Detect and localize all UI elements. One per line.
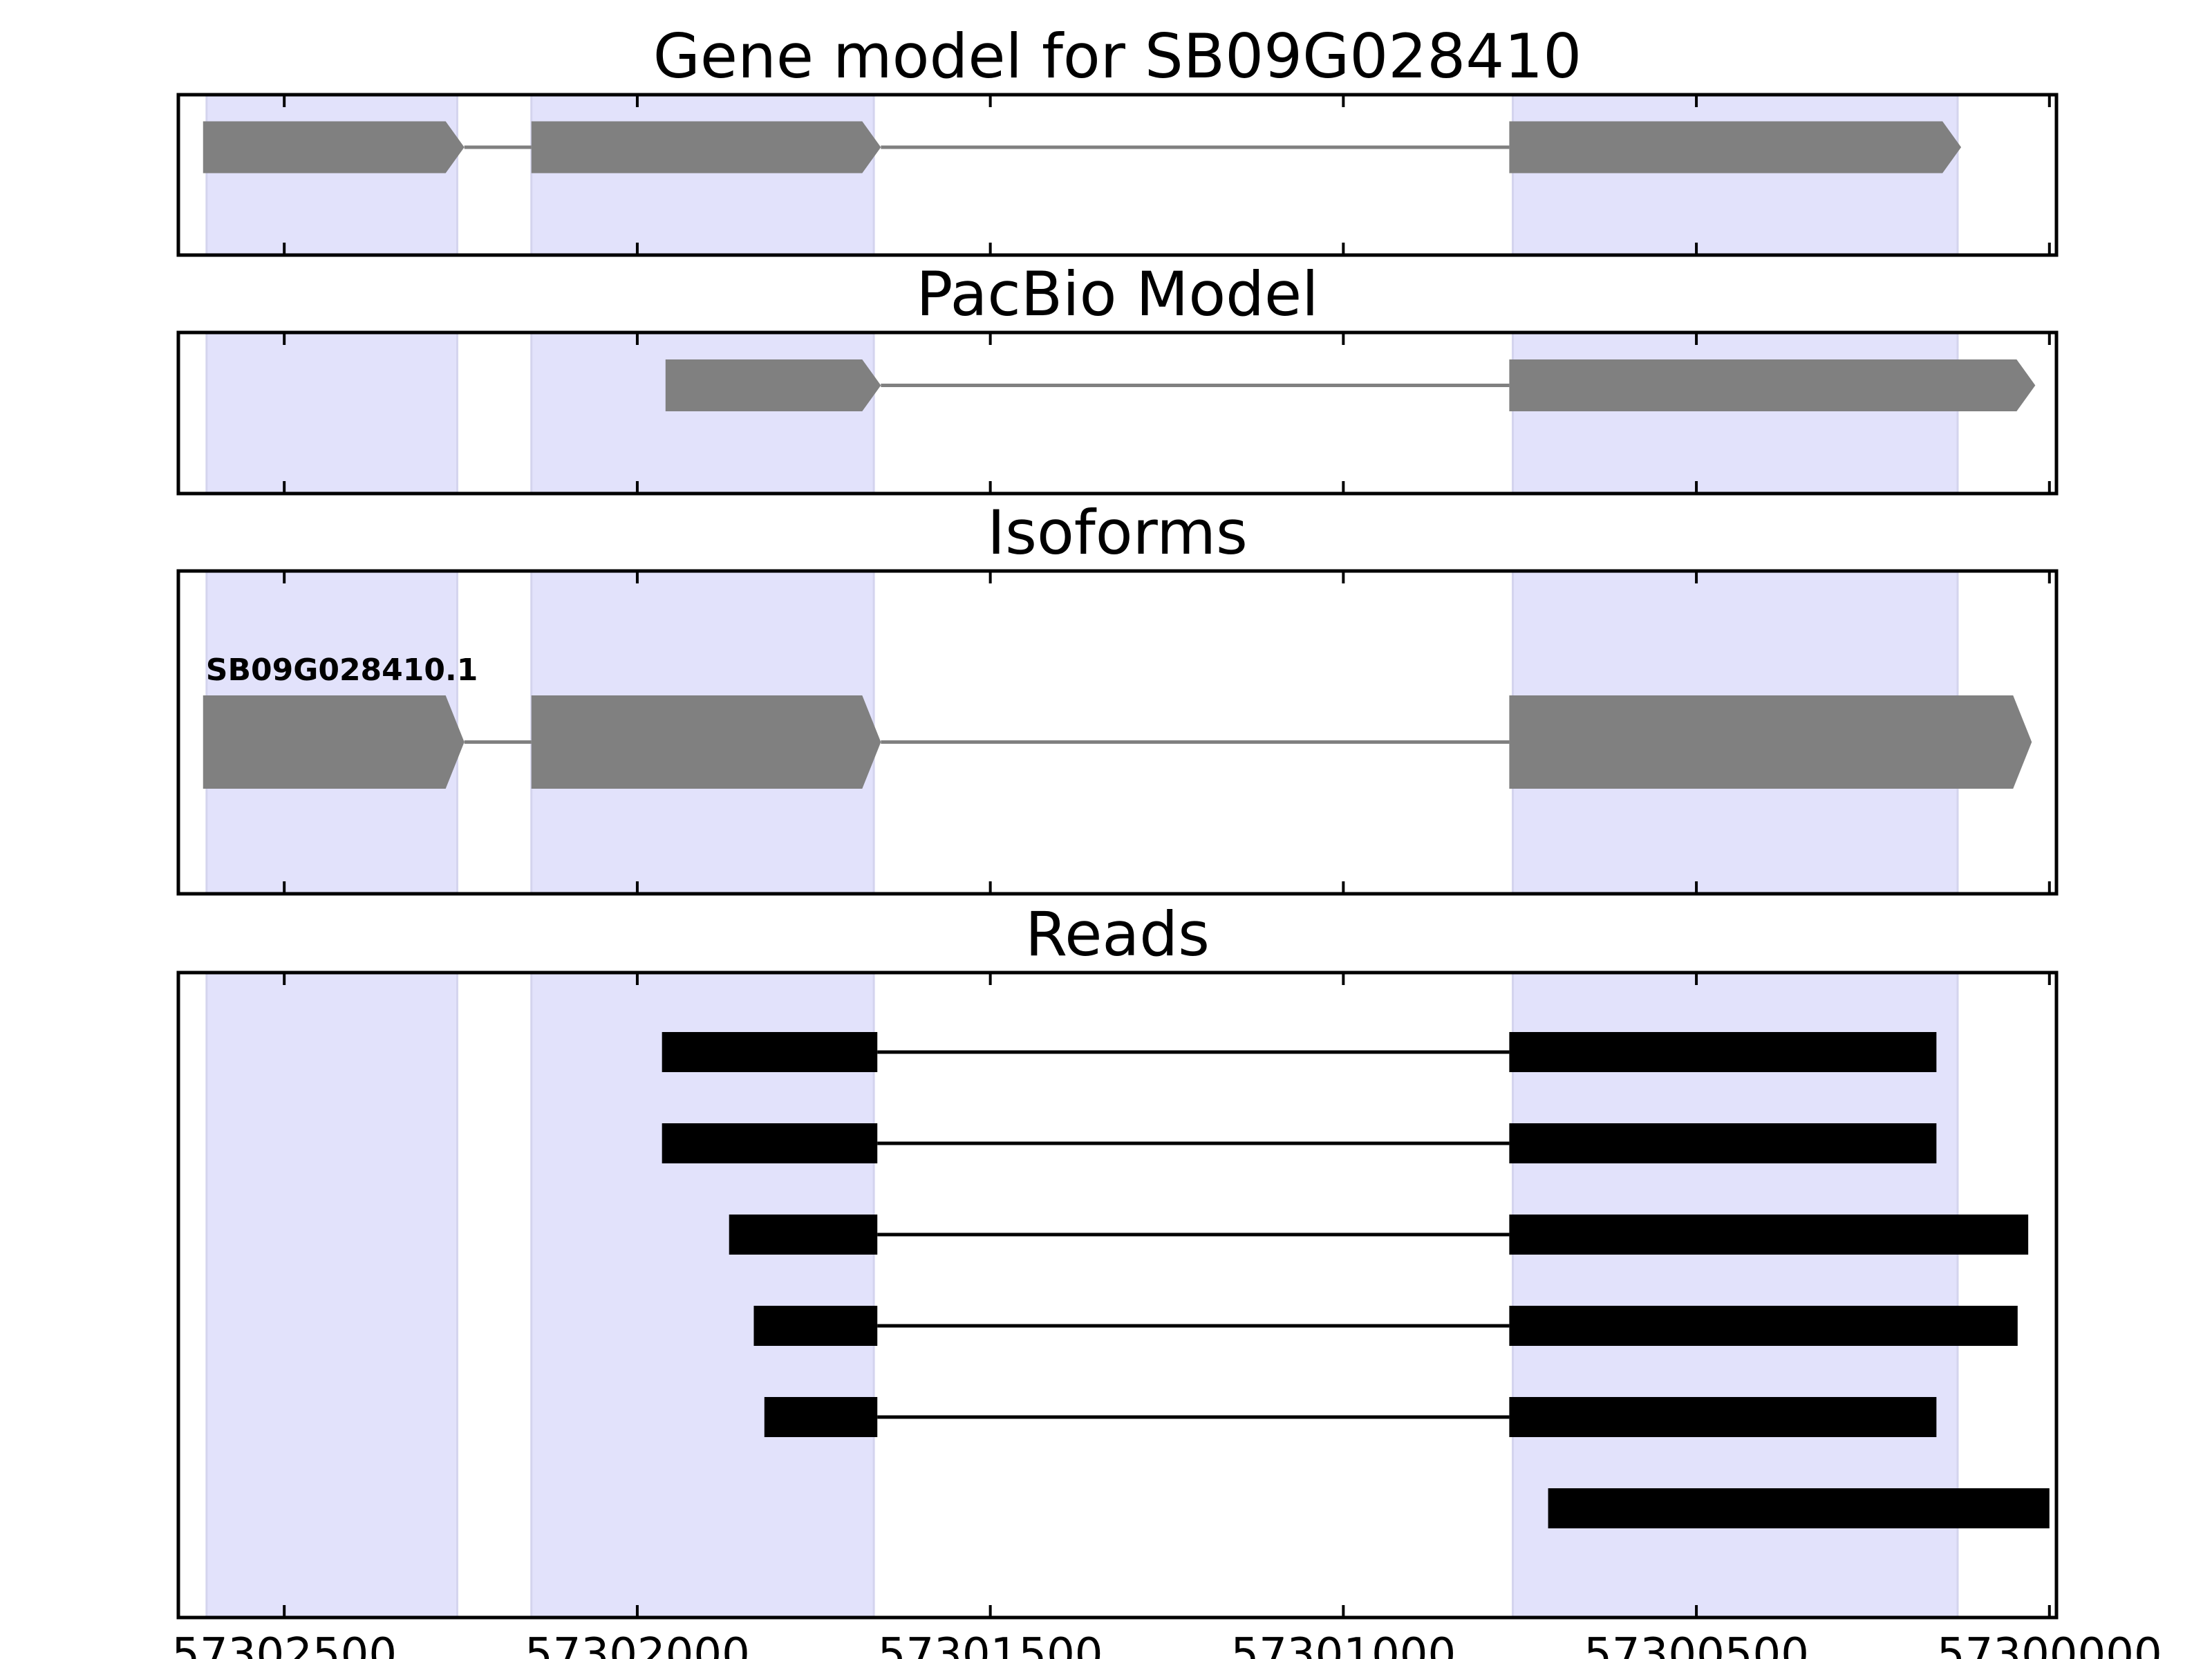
x-tick-label: 57300000 xyxy=(1937,1629,2162,1659)
panel-title: Reads xyxy=(1025,899,1210,970)
exon-region-highlight xyxy=(530,971,875,1619)
read-block xyxy=(1509,1123,1937,1163)
exon-block xyxy=(531,121,881,174)
exon-block xyxy=(203,695,465,789)
read-block xyxy=(1509,1306,2018,1346)
x-tick-label: 57301000 xyxy=(1230,1629,1456,1659)
panel-frame xyxy=(176,569,2059,896)
read-block xyxy=(764,1397,878,1437)
x-tick-label: 57302500 xyxy=(171,1629,397,1659)
exon-block xyxy=(1509,359,2036,411)
x-tick-label: 57300500 xyxy=(1584,1629,1809,1659)
panel-frame xyxy=(176,330,2059,496)
read-block xyxy=(1509,1032,1937,1072)
exon-block xyxy=(1509,695,2032,789)
x-tick-label: 57302000 xyxy=(525,1629,750,1659)
panel-frame xyxy=(176,93,2059,257)
read-block xyxy=(1509,1215,2029,1255)
exon-region-highlight xyxy=(1512,331,1959,495)
exon-block xyxy=(203,121,465,174)
panel-3: Isoforms SB09G028410.1 xyxy=(176,497,2059,896)
panel-1: Gene model for SB09G028410 xyxy=(176,21,2059,257)
exon-block xyxy=(531,695,881,789)
exon-block xyxy=(1509,121,1962,174)
read-block xyxy=(729,1215,878,1255)
panel-4: Reads xyxy=(176,899,2059,1620)
exon-region-highlight xyxy=(530,331,875,495)
x-tick-label: 57301500 xyxy=(878,1629,1103,1659)
panel-title: Gene model for SB09G028410 xyxy=(653,21,1582,92)
panel-2: PacBio Model xyxy=(176,259,2059,496)
isoform-label: SB09G028410.1 xyxy=(206,653,478,688)
exon-region-highlight xyxy=(205,93,458,256)
exon-region-highlight xyxy=(1512,93,1959,256)
panel-title: Isoforms xyxy=(987,497,1248,568)
read-block xyxy=(753,1306,878,1346)
exon-region-highlight xyxy=(530,93,875,256)
exon-region-highlight xyxy=(205,331,458,495)
exon-region-highlight xyxy=(205,971,458,1619)
read-block xyxy=(662,1032,878,1072)
read-block xyxy=(1548,1488,2050,1528)
panel-title: PacBio Model xyxy=(916,259,1318,330)
panel-frame xyxy=(176,971,2059,1620)
exon-block xyxy=(665,359,881,411)
read-block xyxy=(1509,1397,1937,1437)
read-block xyxy=(662,1123,878,1163)
